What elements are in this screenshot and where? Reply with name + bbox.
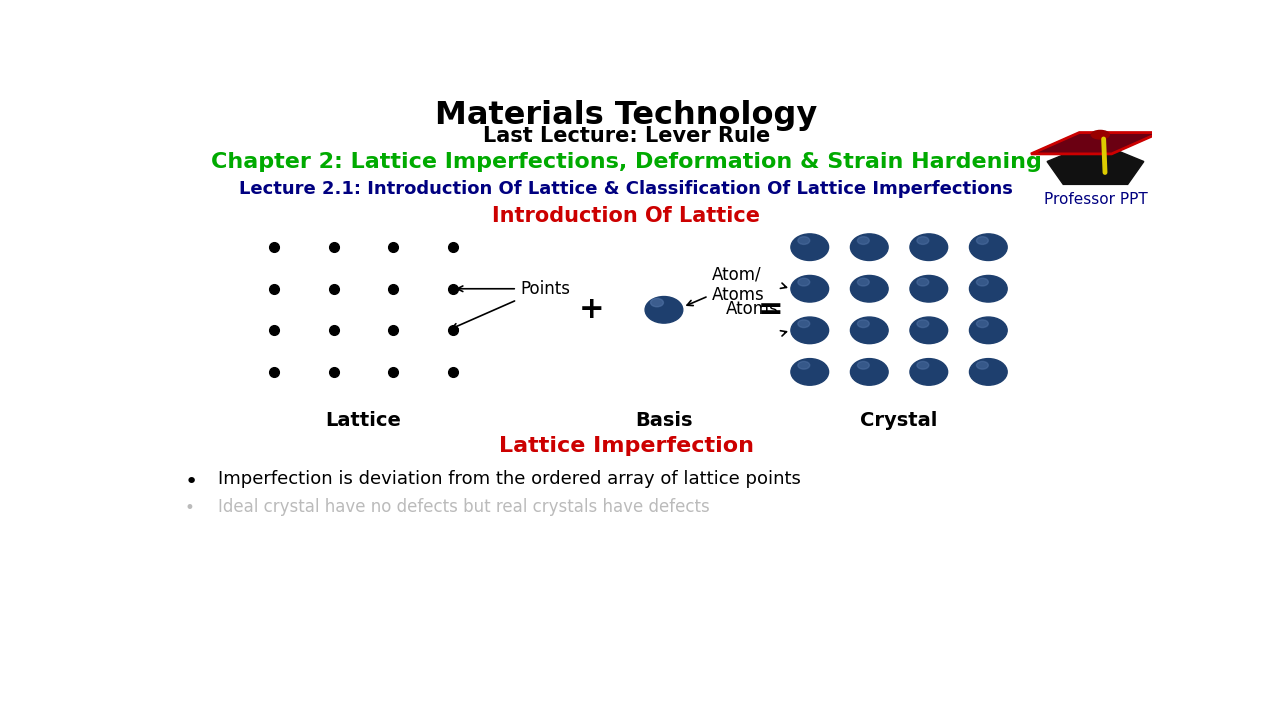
Ellipse shape [797, 320, 810, 328]
Text: =: = [758, 294, 783, 324]
Text: •: • [184, 472, 198, 492]
Ellipse shape [858, 278, 869, 286]
Ellipse shape [977, 361, 988, 369]
Text: Crystal: Crystal [860, 410, 938, 430]
Text: Materials Technology: Materials Technology [435, 100, 818, 131]
Ellipse shape [850, 276, 888, 302]
Ellipse shape [850, 359, 888, 385]
Ellipse shape [645, 297, 682, 323]
Text: Professor PPT: Professor PPT [1043, 192, 1147, 207]
Ellipse shape [916, 320, 929, 328]
Ellipse shape [858, 320, 869, 328]
Ellipse shape [797, 361, 810, 369]
Ellipse shape [858, 237, 869, 244]
Ellipse shape [977, 320, 988, 328]
Text: Basis: Basis [635, 410, 692, 430]
Text: Lecture 2.1: Introduction Of Lattice & Classification Of Lattice Imperfections: Lecture 2.1: Introduction Of Lattice & C… [239, 179, 1014, 197]
Ellipse shape [916, 278, 929, 286]
Ellipse shape [797, 237, 810, 244]
Ellipse shape [969, 276, 1007, 302]
Text: Imperfection is deviation from the ordered array of lattice points: Imperfection is deviation from the order… [218, 470, 800, 488]
Ellipse shape [850, 234, 888, 261]
Ellipse shape [910, 276, 947, 302]
Polygon shape [1047, 142, 1144, 184]
Text: Atom/
Atoms: Atom/ Atoms [712, 266, 764, 305]
Ellipse shape [797, 278, 810, 286]
Ellipse shape [791, 276, 828, 302]
Ellipse shape [791, 317, 828, 343]
Ellipse shape [791, 234, 828, 261]
Ellipse shape [910, 359, 947, 385]
Polygon shape [1030, 132, 1160, 154]
Text: Chapter 2: Lattice Imperfections, Deformation & Strain Hardening: Chapter 2: Lattice Imperfections, Deform… [211, 152, 1042, 172]
Ellipse shape [910, 234, 947, 261]
Text: Lattice: Lattice [325, 410, 402, 430]
Ellipse shape [916, 237, 929, 244]
Ellipse shape [916, 361, 929, 369]
Ellipse shape [910, 317, 947, 343]
Ellipse shape [850, 317, 888, 343]
Ellipse shape [1092, 130, 1110, 139]
Ellipse shape [650, 299, 663, 307]
Text: Last Lecture: Lever Rule: Last Lecture: Lever Rule [483, 126, 769, 146]
Ellipse shape [969, 234, 1007, 261]
Text: Introduction Of Lattice: Introduction Of Lattice [493, 206, 760, 225]
Ellipse shape [858, 361, 869, 369]
Text: +: + [579, 294, 604, 324]
Ellipse shape [791, 359, 828, 385]
Ellipse shape [977, 278, 988, 286]
Text: •: • [184, 500, 195, 518]
Text: Lattice Imperfection: Lattice Imperfection [499, 436, 754, 456]
Text: Ideal crystal have no defects but real crystals have defects: Ideal crystal have no defects but real c… [218, 498, 709, 516]
Ellipse shape [969, 317, 1007, 343]
Text: Atoms: Atoms [726, 300, 780, 318]
Ellipse shape [977, 237, 988, 244]
Ellipse shape [969, 359, 1007, 385]
Text: Points: Points [520, 280, 570, 298]
